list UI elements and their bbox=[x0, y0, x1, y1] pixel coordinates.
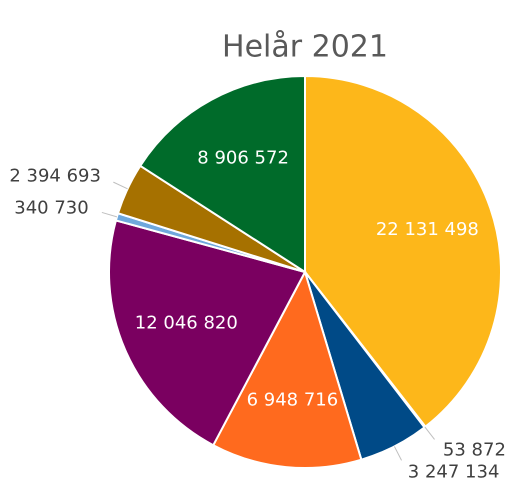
data-label: 6 948 716 bbox=[247, 390, 339, 411]
pie-slice bbox=[108, 219, 307, 447]
data-label: 2 394 693 bbox=[9, 165, 101, 186]
pie-slice bbox=[211, 269, 363, 469]
data-label: 3 247 134 bbox=[408, 462, 500, 483]
data-label: 12 046 820 bbox=[135, 312, 238, 333]
leader-line bbox=[424, 426, 435, 440]
data-label: 53 872 bbox=[443, 439, 506, 460]
pie-slice bbox=[304, 74, 502, 429]
leader-line bbox=[113, 181, 128, 190]
data-label: 8 906 572 bbox=[197, 147, 289, 168]
pie-slice bbox=[138, 74, 306, 274]
leader-line bbox=[393, 446, 402, 461]
data-label: 340 730 bbox=[14, 198, 88, 219]
data-label: 22 131 498 bbox=[376, 219, 479, 240]
chart-title: Helår 2021 bbox=[222, 30, 388, 65]
leader-line bbox=[101, 211, 118, 218]
